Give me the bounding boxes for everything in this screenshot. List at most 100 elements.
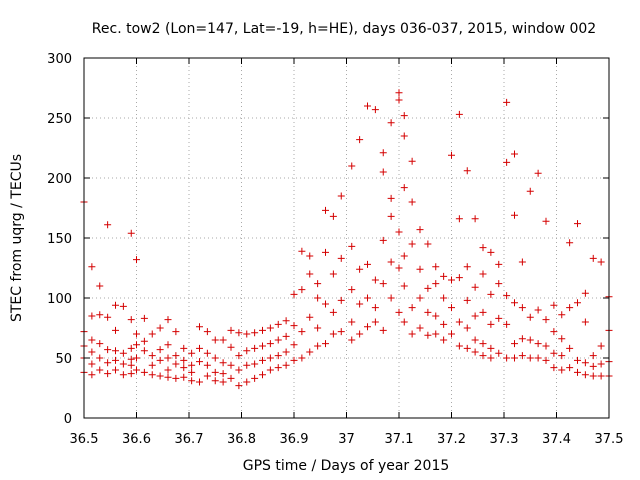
data-point bbox=[387, 294, 395, 302]
data-point bbox=[379, 326, 387, 334]
data-point bbox=[455, 274, 463, 282]
data-point bbox=[104, 370, 112, 378]
data-point bbox=[133, 256, 140, 264]
data-point bbox=[463, 296, 471, 304]
data-point bbox=[96, 354, 104, 362]
data-point bbox=[243, 378, 251, 386]
data-point bbox=[597, 372, 605, 380]
data-point bbox=[356, 330, 364, 338]
data-point bbox=[227, 361, 235, 369]
data-point bbox=[471, 312, 479, 320]
data-point bbox=[227, 326, 235, 334]
data-point bbox=[180, 364, 188, 372]
data-point bbox=[348, 162, 356, 170]
data-point bbox=[408, 157, 416, 165]
data-point bbox=[371, 106, 379, 114]
data-point bbox=[219, 378, 227, 386]
data-point bbox=[266, 366, 274, 374]
data-point bbox=[574, 299, 581, 307]
data-point bbox=[534, 340, 542, 348]
data-point bbox=[518, 258, 526, 266]
data-point bbox=[140, 337, 148, 345]
data-point bbox=[574, 220, 581, 228]
data-point bbox=[542, 316, 550, 324]
data-point bbox=[148, 352, 156, 360]
data-point bbox=[581, 359, 589, 367]
data-point bbox=[448, 151, 455, 159]
data-point bbox=[440, 294, 448, 302]
data-point bbox=[503, 320, 511, 328]
data-point bbox=[416, 265, 424, 273]
data-point bbox=[104, 346, 112, 354]
data-point bbox=[542, 342, 550, 350]
data-point bbox=[211, 377, 219, 385]
data-point bbox=[290, 341, 298, 349]
data-point bbox=[88, 348, 96, 356]
data-point bbox=[566, 364, 574, 372]
data-point bbox=[88, 336, 96, 344]
x-axis-label: GPS time / Days of year 2015 bbox=[243, 458, 450, 474]
data-point bbox=[329, 212, 337, 220]
data-point bbox=[574, 356, 581, 364]
data-point bbox=[127, 370, 135, 378]
data-point bbox=[395, 89, 403, 97]
data-point bbox=[589, 372, 597, 380]
data-point bbox=[119, 349, 127, 357]
data-point bbox=[424, 331, 432, 339]
data-point bbox=[432, 263, 440, 271]
data-point bbox=[127, 344, 135, 352]
data-point bbox=[290, 322, 298, 330]
data-point bbox=[188, 361, 196, 369]
data-point bbox=[219, 370, 227, 378]
data-point bbox=[400, 132, 408, 140]
data-point bbox=[203, 349, 211, 357]
data-point bbox=[196, 344, 203, 352]
data-point bbox=[379, 168, 387, 176]
data-point bbox=[133, 366, 140, 374]
data-point bbox=[479, 244, 487, 252]
data-point bbox=[164, 354, 172, 362]
data-point bbox=[371, 276, 379, 284]
data-point bbox=[387, 258, 395, 266]
data-point bbox=[479, 352, 487, 360]
data-point bbox=[274, 352, 282, 360]
data-point bbox=[227, 374, 235, 382]
data-points bbox=[80, 89, 613, 390]
data-point bbox=[495, 314, 503, 322]
data-point bbox=[518, 335, 526, 343]
data-point bbox=[314, 280, 322, 288]
data-point bbox=[274, 364, 282, 372]
x-tick-label: 37.1 bbox=[385, 432, 414, 447]
data-point bbox=[104, 313, 112, 321]
data-point bbox=[487, 344, 495, 352]
data-point bbox=[364, 260, 371, 268]
data-point bbox=[432, 280, 440, 288]
data-point bbox=[526, 354, 534, 362]
y-tick-label: 200 bbox=[47, 172, 72, 187]
data-point bbox=[511, 354, 518, 362]
data-point bbox=[455, 342, 463, 350]
data-point bbox=[314, 294, 322, 302]
data-point bbox=[337, 328, 345, 336]
data-point bbox=[314, 324, 322, 332]
y-axis-label: STEC from uqrg / TECUs bbox=[9, 154, 25, 322]
data-point bbox=[364, 102, 371, 110]
data-point bbox=[104, 359, 112, 367]
y-tick-label: 100 bbox=[47, 292, 72, 307]
data-point bbox=[180, 373, 188, 381]
data-point bbox=[395, 264, 403, 272]
data-point bbox=[127, 316, 135, 324]
data-point bbox=[387, 194, 395, 202]
data-point bbox=[503, 292, 511, 300]
x-tick-label: 36.9 bbox=[280, 432, 309, 447]
data-point bbox=[356, 265, 364, 273]
data-point bbox=[259, 371, 266, 379]
data-point bbox=[127, 229, 135, 237]
data-point bbox=[471, 283, 479, 291]
tick-labels: 36.5 36.6 36.7 36.8 36.9 37 37.1 37.2 37.3 37.4 37… bbox=[47, 52, 623, 447]
data-point bbox=[424, 308, 432, 316]
data-point bbox=[219, 336, 227, 344]
y-tick-label: 250 bbox=[47, 112, 72, 127]
data-point bbox=[164, 373, 172, 381]
